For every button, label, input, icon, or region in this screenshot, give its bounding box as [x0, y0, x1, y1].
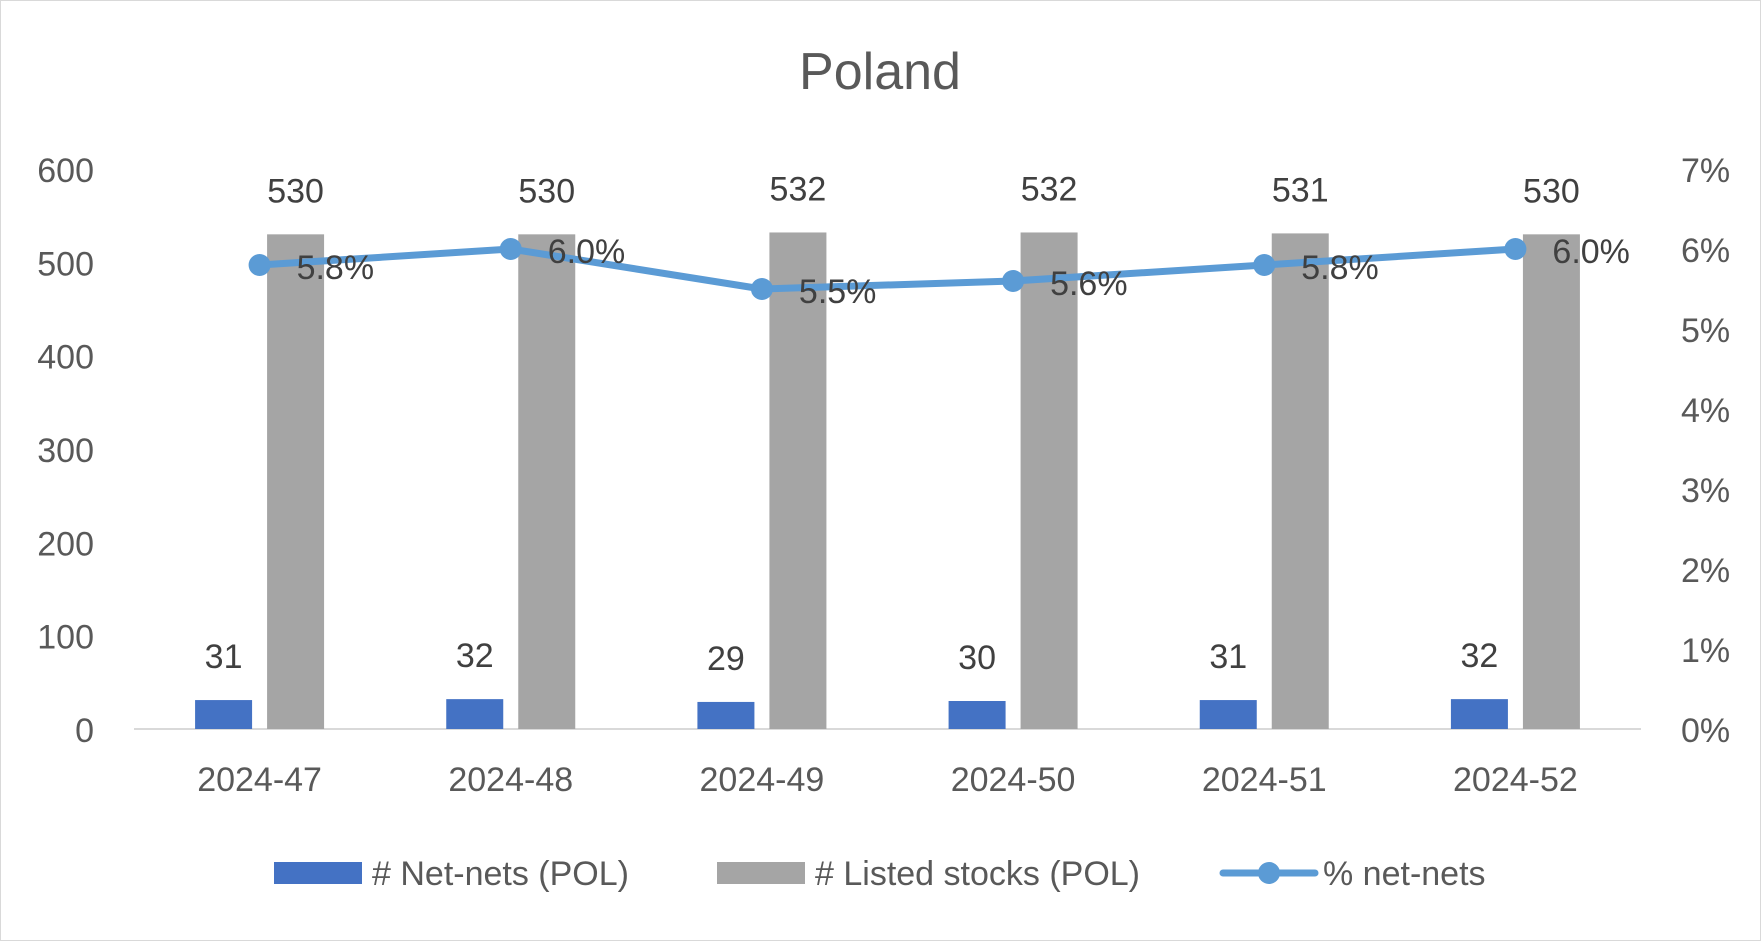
- bar-data-label: 531: [1272, 171, 1329, 209]
- x-axis-tick-label: 2024-47: [197, 761, 322, 799]
- bar-data-label: 30: [958, 639, 996, 677]
- right-axis: 0% 1% 2% 3% 4% 5% 6% 7%: [1681, 152, 1730, 750]
- left-axis-tick-label: 500: [37, 245, 94, 283]
- bar-data-label: 532: [770, 170, 827, 208]
- legend-label: # Listed stocks (POL): [815, 855, 1140, 893]
- line-series-path: [256, 245, 1519, 293]
- bar: [1199, 700, 1257, 729]
- bar: [697, 701, 755, 729]
- right-axis-tick-label: 6%: [1681, 232, 1730, 270]
- legend-swatch: [274, 862, 362, 884]
- legend-label: % net-nets: [1323, 855, 1486, 893]
- line-data-label: 5.6%: [1050, 265, 1128, 303]
- bar-data-label: 532: [1021, 170, 1078, 208]
- right-axis-tick-label: 1%: [1681, 632, 1730, 670]
- bar-data-label: 29: [707, 640, 745, 678]
- line-point: [1504, 238, 1527, 260]
- right-axis-tick-label: 5%: [1681, 312, 1730, 350]
- bar: [1020, 232, 1078, 729]
- line-data-label: 5.8%: [297, 249, 375, 287]
- left-axis-tick-label: 0: [75, 712, 94, 750]
- right-axis-tick-label: 3%: [1681, 472, 1730, 510]
- bar: [1271, 233, 1329, 729]
- chart-title: Poland: [799, 43, 961, 101]
- bar-data-label: 32: [1461, 637, 1499, 675]
- left-axis-tick-label: 100: [37, 619, 94, 657]
- line-point: [750, 278, 773, 300]
- right-axis-tick-label: 7%: [1681, 152, 1730, 190]
- bar-data-label: 530: [518, 172, 575, 210]
- line-data-label: 6.0%: [1552, 233, 1630, 271]
- x-axis-tick-label: 2024-49: [700, 761, 825, 799]
- line-data-label: 5.5%: [799, 273, 877, 311]
- x-axis-tick-label: 2024-52: [1453, 761, 1578, 799]
- left-axis-tick-label: 300: [37, 432, 94, 470]
- x-axis: 2024-47 2024-48 2024-49 2024-50 2024-51 2024-…: [134, 728, 1641, 799]
- x-axis-tick-label: 2024-51: [1202, 761, 1327, 799]
- legend: # Net-nets (POL) # Listed stocks (POL) % n…: [274, 855, 1486, 893]
- bar-data-label: 530: [1523, 172, 1580, 210]
- left-axis-tick-label: 600: [37, 152, 94, 190]
- bar: [1450, 699, 1508, 729]
- line-point: [1253, 254, 1276, 276]
- bar-data-label: 32: [456, 637, 494, 675]
- bar-data-label: 31: [205, 638, 243, 676]
- bars-layer: [195, 232, 1580, 730]
- right-axis-tick-label: 0%: [1681, 712, 1730, 750]
- line-data-label: 6.0%: [548, 233, 626, 271]
- line-point: [499, 238, 522, 260]
- x-axis-tick-label: 2024-50: [951, 761, 1076, 799]
- line-point: [1002, 270, 1025, 292]
- bar: [1522, 234, 1580, 730]
- left-axis-tick-label: 400: [37, 339, 94, 377]
- right-axis-tick-label: 4%: [1681, 392, 1730, 430]
- bar: [195, 700, 253, 729]
- bar: [446, 699, 504, 729]
- bar: [267, 234, 325, 730]
- bar: [948, 701, 1006, 729]
- bar-data-label: 31: [1209, 638, 1247, 676]
- line-layer: [248, 238, 1527, 300]
- data-labels-layer: 31 530 32 530 29 532 30 532 31 531 32 530 5.8% 6.0% 5.…: [205, 170, 1630, 677]
- legend-label: # Net-nets (POL): [372, 855, 629, 893]
- left-axis: 0 100 200 300 400 500 600: [37, 152, 94, 750]
- legend-marker: [1258, 862, 1280, 884]
- bar: [518, 234, 576, 730]
- right-axis-tick-label: 2%: [1681, 552, 1730, 590]
- bar-data-label: 530: [267, 172, 324, 210]
- x-axis-tick-label: 2024-48: [448, 761, 573, 799]
- line-data-label: 5.8%: [1301, 249, 1379, 287]
- bar: [769, 232, 827, 729]
- left-axis-tick-label: 200: [37, 525, 94, 563]
- legend-swatch: [717, 862, 805, 884]
- line-point: [248, 254, 271, 276]
